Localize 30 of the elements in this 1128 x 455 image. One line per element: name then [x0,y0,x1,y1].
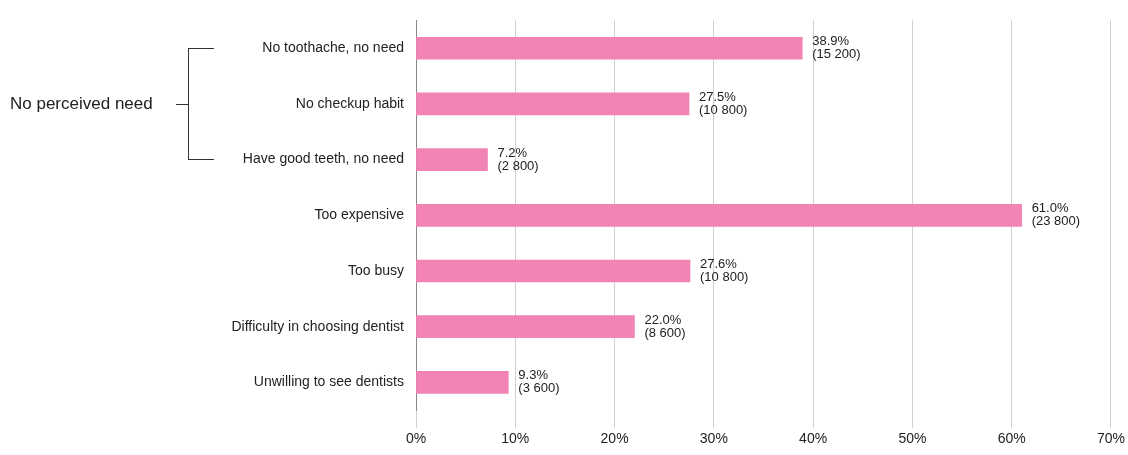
y-tick-label: No checkup habit [295,94,405,111]
y-tick-label: Difficulty in choosing dentist [231,317,405,334]
data-label: 27.6% (10 800) [700,256,749,285]
x-tick-label: 20% [600,430,629,447]
y-tick-label: Too expensive [314,206,405,223]
data-label: 61.0% (23 800) [1031,200,1081,229]
bar [416,259,691,283]
y-tick-label: Have good teeth, no need [242,150,404,167]
bar [416,203,1022,227]
data-label: 9.3% (3 600) [518,367,560,396]
y-tick-label: Unwilling to see dentists [253,373,404,390]
x-tick-label: 50% [898,430,927,447]
bar [416,315,635,338]
x-tick-label: 10% [501,430,530,447]
text: No perceived need [10,93,153,114]
x-tick-label: 60% [997,430,1026,447]
y-tick-label: No toothache, no need [262,39,404,56]
data-label: 22.0% (8 600) [644,311,686,340]
bar [416,92,690,116]
y-tick-label: Too busy [347,261,404,278]
x-tick-label: 30% [699,430,728,447]
bar [416,371,509,394]
x-tick-label: 0% [405,430,427,447]
bar [416,36,803,60]
x-tick-label: 70% [1096,430,1126,447]
bar [416,148,488,171]
x-tick-label: 40% [799,430,828,447]
data-label: 27.5% (10 800) [699,89,748,118]
data-label: 7.2% (2 800) [497,144,539,173]
data-label: 38.9% (15 200) [812,33,861,62]
